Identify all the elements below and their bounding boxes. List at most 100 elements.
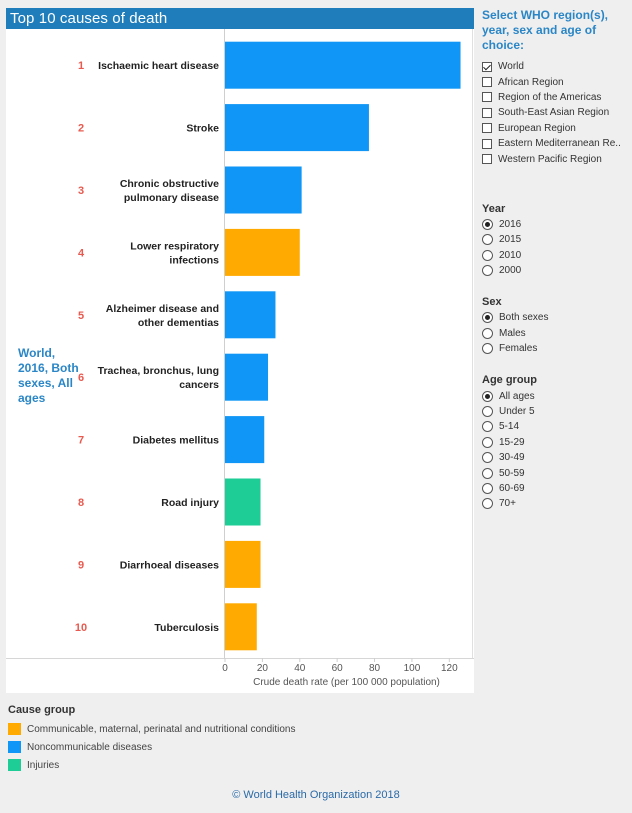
region-option-label: South-East Asian Region: [498, 107, 610, 119]
age-group-option-label: 70+: [499, 498, 516, 510]
x-axis-label: Crude death rate (per 100 000 population…: [253, 677, 440, 688]
age-group-option-label: Under 5: [499, 406, 535, 418]
checkbox[interactable]: [482, 61, 492, 72]
legend-label: Communicable, maternal, perinatal and nu…: [27, 723, 296, 735]
chart-subtitle: World, 2016, Both sexes, All ages: [18, 346, 79, 405]
category-label: Diabetes mellitus: [133, 435, 220, 447]
rank-label: 4: [78, 247, 85, 259]
category-label: Road injury: [161, 497, 219, 509]
region-option[interactable]: European Region: [482, 121, 630, 136]
radio-button[interactable]: [482, 327, 493, 339]
age-group-option[interactable]: 70+: [482, 496, 630, 511]
bar-1: [225, 41, 461, 89]
radio-button[interactable]: [482, 218, 493, 230]
bar-9: [225, 540, 261, 588]
rank-label: 2: [78, 123, 84, 135]
bar-5: [225, 291, 276, 339]
age-group-option[interactable]: 30-49: [482, 450, 630, 465]
bar-10: [225, 603, 257, 651]
age-group-option-label: 5-14: [499, 421, 520, 433]
category-label: infections: [169, 254, 219, 266]
rank-label: 5: [78, 310, 84, 322]
x-tick-label: 60: [332, 663, 344, 674]
sex-option-label: Females: [499, 343, 538, 355]
checkbox[interactable]: [482, 138, 492, 149]
radio-button[interactable]: [482, 312, 493, 324]
legend-swatch: [8, 723, 21, 735]
x-tick-label: 80: [369, 663, 381, 674]
year-title: Year: [482, 202, 506, 215]
year-option-label: 2010: [499, 249, 522, 261]
age-group-option[interactable]: 50-59: [482, 465, 630, 480]
category-label: Trachea, bronchus, lung: [98, 365, 219, 377]
radio-button[interactable]: [482, 406, 493, 418]
region-option[interactable]: African Region: [482, 74, 630, 89]
bar-7: [225, 416, 265, 464]
category-label: Tuberculosis: [154, 622, 219, 634]
radio-button[interactable]: [482, 343, 493, 355]
age-group-option[interactable]: 60-69: [482, 481, 630, 496]
rank-label: 3: [78, 185, 84, 197]
bar-4: [225, 228, 300, 276]
radio-button[interactable]: [482, 390, 493, 402]
bar-6: [225, 353, 268, 401]
checkbox[interactable]: [482, 107, 492, 118]
checkbox[interactable]: [482, 77, 492, 88]
region-option-label: Western Pacific Region: [498, 153, 602, 165]
region-option[interactable]: Western Pacific Region: [482, 151, 630, 166]
radio-button[interactable]: [482, 452, 493, 464]
chart-panel: 1 Ischaemic heart disease 2 Stroke 3 Chronic …: [6, 29, 474, 693]
rank-label: 1: [78, 60, 84, 72]
year-option[interactable]: 2015: [482, 232, 630, 247]
checkbox[interactable]: [482, 154, 492, 165]
age-group-option[interactable]: 15-29: [482, 435, 630, 450]
sex-radio-group: Both sexes Males Females: [482, 310, 630, 356]
category-label: Ischaemic heart disease: [98, 60, 219, 72]
checkbox[interactable]: [482, 123, 492, 134]
x-tick-label: 100: [404, 663, 421, 674]
age-group-option[interactable]: Under 5: [482, 404, 630, 419]
sex-option[interactable]: Males: [482, 326, 630, 341]
rank-label: 7: [78, 435, 84, 447]
age-group-option-label: 50-59: [499, 467, 525, 479]
legend-item: Injuries: [8, 756, 295, 774]
copyright-footer: © World Health Organization 2018: [232, 789, 400, 801]
year-option[interactable]: 2010: [482, 248, 630, 263]
radio-button[interactable]: [482, 421, 493, 433]
region-checkbox-list: World African Region Region of the America…: [482, 59, 630, 167]
x-tick-label: 0: [222, 663, 228, 674]
sex-option[interactable]: Females: [482, 341, 630, 356]
category-label: pulmonary disease: [124, 192, 219, 204]
age-group-radio-group: All ages Under 5 5-14 15-29 30-49 50-59 60-69 7…: [482, 388, 630, 511]
category-label: Diarrhoeal diseases: [120, 559, 219, 571]
legend-label: Injuries: [27, 759, 60, 771]
sex-option-label: Males: [499, 327, 526, 339]
bar-chart: 1 Ischaemic heart disease 2 Stroke 3 Chronic …: [6, 29, 474, 688]
radio-button[interactable]: [482, 436, 493, 448]
sex-option-label: Both sexes: [499, 312, 549, 324]
region-option[interactable]: Eastern Mediterranean Re..: [482, 136, 630, 151]
year-option[interactable]: 2000: [482, 263, 630, 278]
age-group-option[interactable]: 5-14: [482, 419, 630, 434]
filter-heading: Select WHO region(s), year, sex and age …: [482, 8, 609, 52]
rank-label: 9: [78, 559, 84, 571]
age-group-option[interactable]: All ages: [482, 388, 630, 403]
region-option[interactable]: South-East Asian Region: [482, 105, 630, 120]
legend-title: Cause group: [8, 704, 76, 716]
legend-items: Communicable, maternal, perinatal and nu…: [8, 720, 295, 774]
radio-button[interactable]: [482, 249, 493, 261]
year-option[interactable]: 2016: [482, 217, 630, 232]
radio-button[interactable]: [482, 265, 493, 277]
radio-button[interactable]: [482, 498, 493, 510]
region-option[interactable]: Region of the Americas: [482, 90, 630, 105]
checkbox[interactable]: [482, 92, 492, 103]
radio-button[interactable]: [482, 467, 493, 479]
x-tick-label: 40: [294, 663, 306, 674]
radio-button[interactable]: [482, 483, 493, 494]
legend-swatch: [8, 741, 21, 753]
x-tick-label: 20: [257, 663, 269, 674]
region-option[interactable]: World: [482, 59, 630, 74]
legend-label: Noncommunicable diseases: [27, 741, 153, 753]
radio-button[interactable]: [482, 234, 493, 246]
sex-option[interactable]: Both sexes: [482, 310, 630, 325]
